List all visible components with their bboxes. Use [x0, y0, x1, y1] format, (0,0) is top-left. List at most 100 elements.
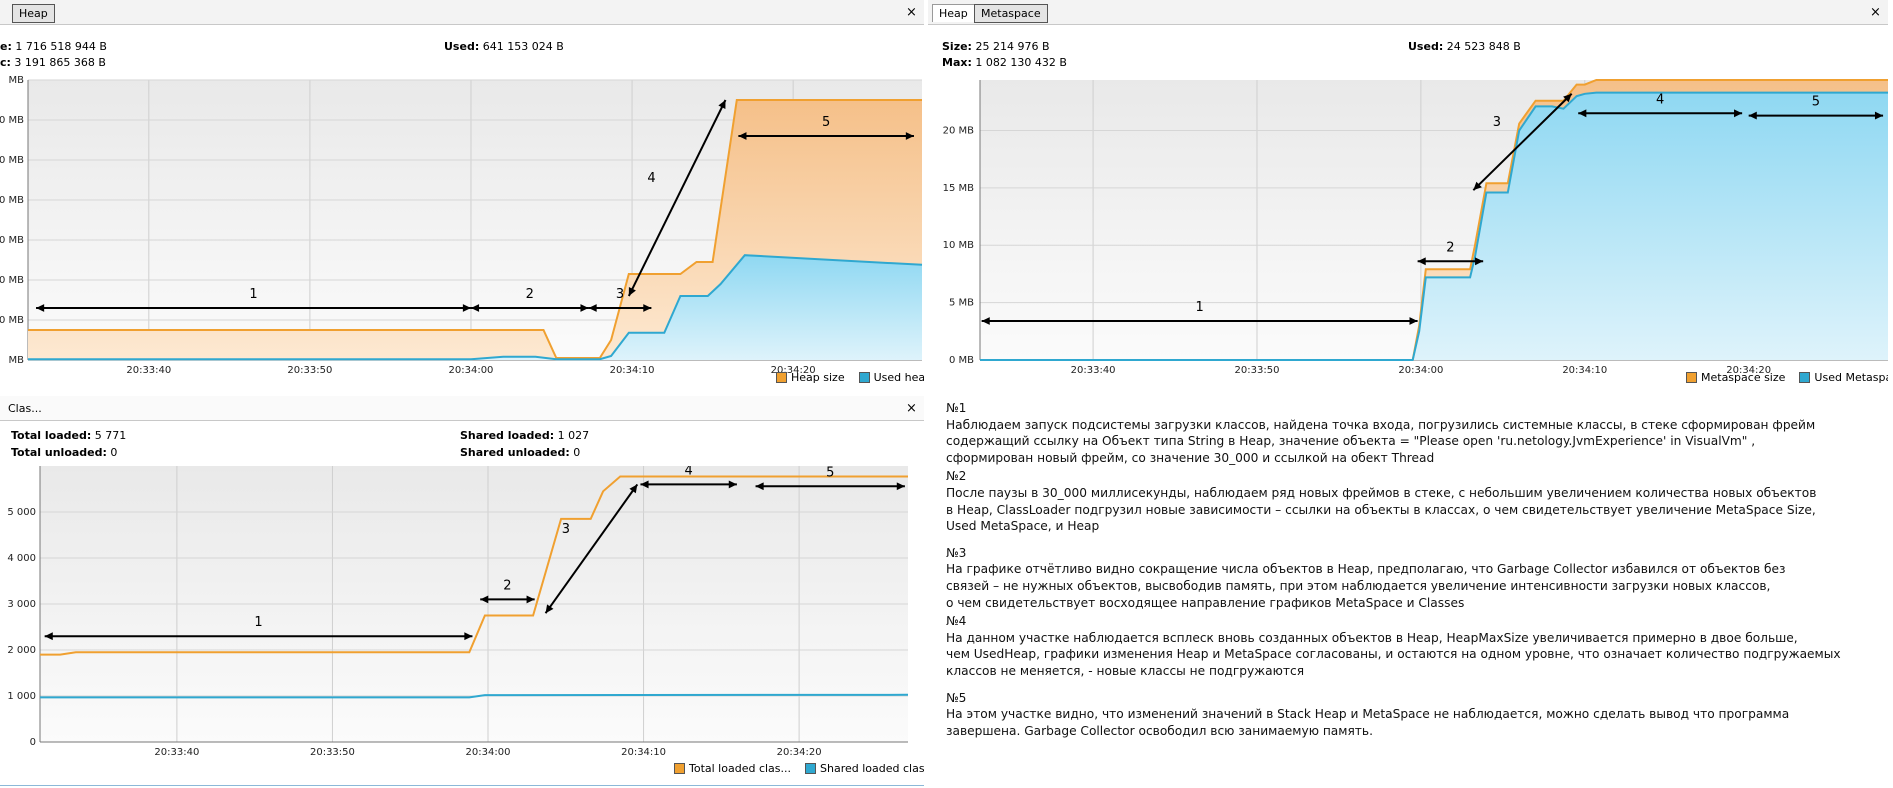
tab-heap[interactable]: Heap — [12, 4, 55, 23]
annotation-label: 5 — [1812, 95, 1820, 110]
arrow-head — [588, 304, 597, 312]
legend-swatch-shared-loaded — [805, 763, 817, 774]
legend-swatch-metaspace-size — [1686, 372, 1697, 383]
meta-max-value: 1 082 130 432 B — [975, 56, 1067, 69]
series-line — [28, 254, 923, 361]
annotation-label: 4 — [1656, 92, 1664, 107]
annotation-arrow — [544, 483, 639, 614]
arrow-head — [628, 287, 636, 296]
shared-loaded-label: Shared loaded: — [460, 429, 555, 442]
meta-used-value: 24 523 848 B — [1446, 40, 1521, 53]
x-tick-label: 20:34:10 — [1562, 365, 1607, 376]
metaspace-panel: Heap Metaspace × Size: 25 214 976 B Max:… — [928, 0, 1888, 392]
annotations: 1 2 3 4 5 — [44, 466, 905, 641]
y-tick-label: MB — [9, 355, 25, 366]
metaspace-tabbar: Heap Metaspace × — [928, 0, 1888, 25]
shared-loaded-info: Shared loaded: 1 027 — [460, 429, 589, 442]
x-tick-label: 20:34:00 — [1398, 365, 1443, 376]
note-text: На этом участке видно, что изменений зна… — [946, 707, 1790, 738]
note-heading: №5 — [946, 690, 967, 705]
y-tick-label: 0 MB — [0, 115, 24, 126]
legend-swatch-heap-size — [776, 372, 787, 383]
tab-heap[interactable]: Heap — [932, 4, 975, 22]
legend-heap-size: Heap size — [791, 371, 845, 384]
total-loaded-info: Total loaded: 5 771 — [11, 429, 126, 442]
arrow-head — [470, 304, 480, 312]
x-tick-label: 20:33:50 — [1235, 365, 1280, 376]
note-3: №3 На графике отчётливо видно сокращение … — [946, 545, 1886, 611]
close-icon[interactable]: × — [906, 401, 917, 416]
total-unloaded-info: Total unloaded: 0 — [11, 446, 117, 459]
arrow-head — [1475, 257, 1484, 266]
shared-unloaded-label: Shared unloaded: — [460, 446, 570, 459]
arrow-head — [44, 632, 53, 641]
heap-used-value: 641 153 024 B — [482, 40, 564, 53]
arrow-head — [981, 317, 990, 325]
tab-classes[interactable]: Clas... — [8, 402, 42, 415]
note-2: №2 После паузы в 30_000 миллисекунды, наб… — [946, 468, 1886, 534]
y-tick-label: 1 000 — [7, 691, 36, 702]
close-icon[interactable]: × — [906, 5, 917, 20]
metaspace-chart: 20:33:40 20:33:50 20:34:00 20:34:10 20:34:20… — [943, 79, 1888, 376]
annotation-label: 2 — [1446, 240, 1454, 255]
metaspace-legend: Metaspace size Used Metaspace — [1686, 371, 1888, 384]
legend-used-metaspace: Used Metaspace — [1814, 371, 1888, 384]
note-4: №4 На данном участке наблюдается всплеск … — [946, 613, 1886, 679]
arrow-head — [1563, 93, 1572, 103]
heap-max-value: 3 191 865 368 B — [14, 56, 106, 69]
y-tick-label: 20 MB — [943, 125, 975, 136]
y-tick-label: 5 000 — [7, 507, 36, 518]
x-tick-label: 20:34:00 — [466, 747, 511, 758]
classes-legend: Total loaded clas... Shared loaded class… — [674, 762, 924, 775]
annotation-label: 1 — [254, 615, 262, 630]
notes: №1 Наблюдаем запуск подсистемы загрузки к… — [946, 400, 1886, 741]
arrow-head — [464, 632, 473, 641]
arrow-head — [640, 480, 649, 489]
note-text: На графике отчётливо видно сокращение чи… — [946, 562, 1786, 610]
annotation-arrow — [627, 99, 727, 297]
y-tick-label: 3 000 — [7, 599, 36, 610]
series-area — [980, 92, 1888, 360]
classes-panel: Clas... × Total loaded: 5 771 Total unlo… — [0, 396, 924, 788]
x-tick-label: 20:34:20 — [777, 747, 822, 758]
arrow-head — [1578, 109, 1587, 118]
arrow-head — [755, 482, 764, 491]
x-tick-label: 20:33:40 — [126, 365, 171, 376]
heap-size-info: e: 1 716 518 944 B — [0, 40, 107, 53]
series-line — [980, 91, 1888, 361]
legend-total-loaded: Total loaded clas... — [689, 762, 792, 775]
legend-shared-loaded: Shared loaded classes — [820, 762, 924, 775]
arrow-head — [643, 304, 652, 312]
arrow-head — [738, 132, 747, 140]
shared-loaded-value: 1 027 — [557, 429, 590, 442]
tab-metaspace[interactable]: Metaspace — [974, 4, 1048, 23]
heap-max-info: c: 3 191 865 368 B — [0, 56, 106, 69]
note-heading: №1 — [946, 401, 967, 415]
arrow-head — [1417, 257, 1426, 266]
arrow-head — [905, 132, 914, 140]
note-heading: №2 — [946, 469, 967, 484]
x-tick-label: 20:34:20 — [1726, 365, 1771, 376]
series-line — [40, 475, 908, 656]
heap-chart: 20:33:40 20:33:50 20:34:00 20:34:10 20:34:20… — [0, 76, 923, 376]
meta-max-label: Max: — [942, 56, 972, 69]
annotation-label: 4 — [685, 466, 693, 478]
meta-used-info: Used: 24 523 848 B — [1408, 40, 1521, 53]
annotation-label: 3 — [1493, 115, 1501, 130]
arrow-head — [629, 484, 638, 494]
heap-max-label: c: — [0, 56, 11, 69]
x-tick-label: 20:33:50 — [287, 365, 332, 376]
meta-size-value: 25 214 976 B — [975, 40, 1050, 53]
close-icon[interactable]: × — [1870, 5, 1881, 20]
total-unloaded-label: Total unloaded: — [11, 446, 107, 459]
total-loaded-value: 5 771 — [94, 429, 127, 442]
note-5: №5 На этом участке видно, что изменений з… — [946, 690, 1886, 740]
x-tick-label: 20:34:20 — [771, 365, 816, 376]
total-loaded-label: Total loaded: — [11, 429, 92, 442]
legend-metaspace-size: Metaspace size — [1701, 371, 1786, 384]
note-heading: №4 — [946, 614, 967, 629]
y-tick-label: 0 MB — [0, 195, 24, 206]
series-line — [40, 693, 909, 699]
arrow-head — [1748, 111, 1757, 120]
note-1: №1 Наблюдаем запуск подсистемы загрузки к… — [946, 400, 1886, 466]
